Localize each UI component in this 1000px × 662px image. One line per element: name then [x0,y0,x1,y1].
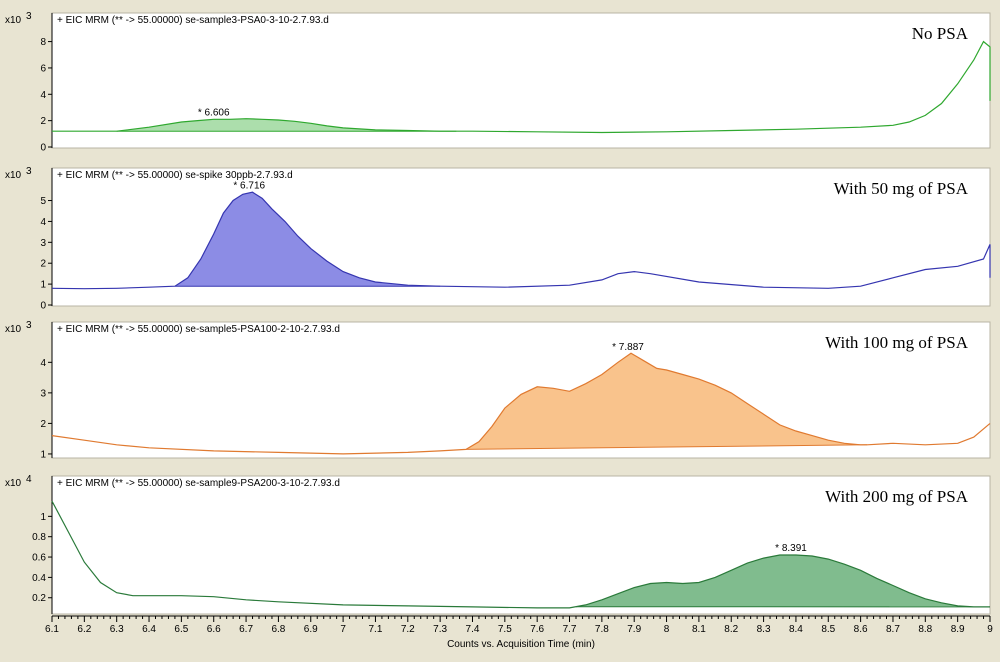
y-tick-label: 2 [40,259,46,270]
y-scale-label: x10 [5,15,22,26]
y-tick-label: 2 [40,116,46,127]
chromatogram-panel: 0.2 0.4 0.6 0.8 1 x10 4 + EIC MRM (** -> 55.000… [5,474,991,615]
x-tick-label: 9 [987,624,993,635]
peak-baseline [466,444,868,450]
x-tick-label: 6.1 [45,624,59,635]
integrated-peak-area [174,192,441,287]
x-tick-label: 6.8 [271,624,285,635]
x-tick-label: 7.1 [368,624,382,635]
y-tick-label: 5 [40,196,46,207]
y-scale-exponent: 3 [26,320,32,331]
y-tick-label: 0 [40,301,46,312]
y-tick-label: 4 [40,217,46,228]
x-tick-label: 7.4 [466,624,480,635]
y-tick-label: 1 [40,512,46,523]
trace-header: + EIC MRM (** -> 55.00000) se-sample9-PS… [57,478,340,489]
x-tick-label: 7.2 [401,624,415,635]
x-tick-label: 6.3 [110,624,124,635]
y-tick-label: 1 [40,280,46,291]
y-tick-label: 4 [40,358,46,369]
x-tick-label: 6.9 [304,624,318,635]
chromatogram-panel: 0 2 4 6 8 x10 3 + EIC MRM (** -> 55.00000) se-s… [5,11,991,154]
x-tick-label: 8.1 [692,624,706,635]
x-tick-label: 8.4 [789,624,803,635]
y-tick-label: 8 [40,37,46,48]
y-tick-label: 2 [40,419,46,430]
chromatogram-panel: 0 1 2 3 4 5 x10 3 + EIC MRM (** -> 55.00000) se-… [5,166,991,312]
y-scale-label: x10 [5,324,22,335]
x-axis-title: Counts vs. Acquisition Time (min) [447,639,595,650]
condition-label: No PSA [912,24,969,43]
x-tick-label: 7 [340,624,346,635]
x-tick-label: 6.7 [239,624,253,635]
x-tick-label: 8.3 [757,624,771,635]
x-tick-label: 6.6 [207,624,221,635]
x-tick-label: 8.6 [854,624,868,635]
condition-label: With 100 mg of PSA [825,333,969,352]
y-scale-label: x10 [5,170,22,181]
x-tick-label: 6.2 [77,624,91,635]
chromatogram-trace [51,500,990,609]
trace-header: + EIC MRM (** -> 55.00000) se-spike 30pp… [57,170,293,181]
y-tick-label: 0.4 [32,573,46,584]
integrated-peak-area [466,353,868,450]
y-tick-label: 3 [40,388,46,399]
y-tick-label: 4 [40,90,46,101]
peak-label: * 6.606 [198,107,230,118]
y-scale-exponent: 3 [26,11,32,22]
x-tick-label: 7.5 [498,624,512,635]
x-tick-label: 8.8 [918,624,932,635]
x-tick-label: 7.7 [563,624,577,635]
chromatogram-trace [51,352,991,455]
integrated-peak-area [116,118,457,132]
y-tick-label: 6 [40,63,46,74]
x-tick-label: 6.4 [142,624,156,635]
chromatogram-panel: 1 2 3 4 x10 3 + EIC MRM (** -> 55.00000) se-sa… [5,320,991,460]
chromatogram-trace [52,40,991,134]
x-tick-label: 7.8 [595,624,609,635]
x-tick-label: 7.3 [433,624,447,635]
trace-header: + EIC MRM (** -> 55.00000) se-sample3-PS… [57,15,329,26]
peak-label: * 8.391 [775,543,807,554]
y-tick-label: 0.6 [32,553,46,564]
x-tick-label: 8 [664,624,670,635]
x-tick-label: 6.5 [174,624,188,635]
x-tick-label: 8.5 [821,624,835,635]
integrated-peak-area [576,555,984,607]
y-tick-label: 3 [40,238,46,249]
condition-label: With 50 mg of PSA [834,179,969,198]
x-tick-label: 7.6 [530,624,544,635]
y-tick-label: 1 [40,449,46,460]
y-tick-label: 0.2 [32,593,46,604]
x-tick-label: 8.7 [886,624,900,635]
chromatogram-trace [51,191,991,290]
x-tick-label: 8.9 [951,624,965,635]
y-scale-label: x10 [5,478,22,489]
y-tick-label: 0.8 [32,532,46,543]
peak-label: * 6.716 [233,180,265,191]
peak-label: * 7.887 [612,342,644,353]
x-tick-label: 7.9 [627,624,641,635]
y-scale-exponent: 3 [26,166,32,177]
x-tick-label: 8.2 [724,624,738,635]
trace-header: + EIC MRM (** -> 55.00000) se-sample5-PS… [57,324,340,335]
y-scale-exponent: 4 [26,474,32,485]
condition-label: With 200 mg of PSA [825,487,969,506]
y-tick-label: 0 [40,143,46,154]
